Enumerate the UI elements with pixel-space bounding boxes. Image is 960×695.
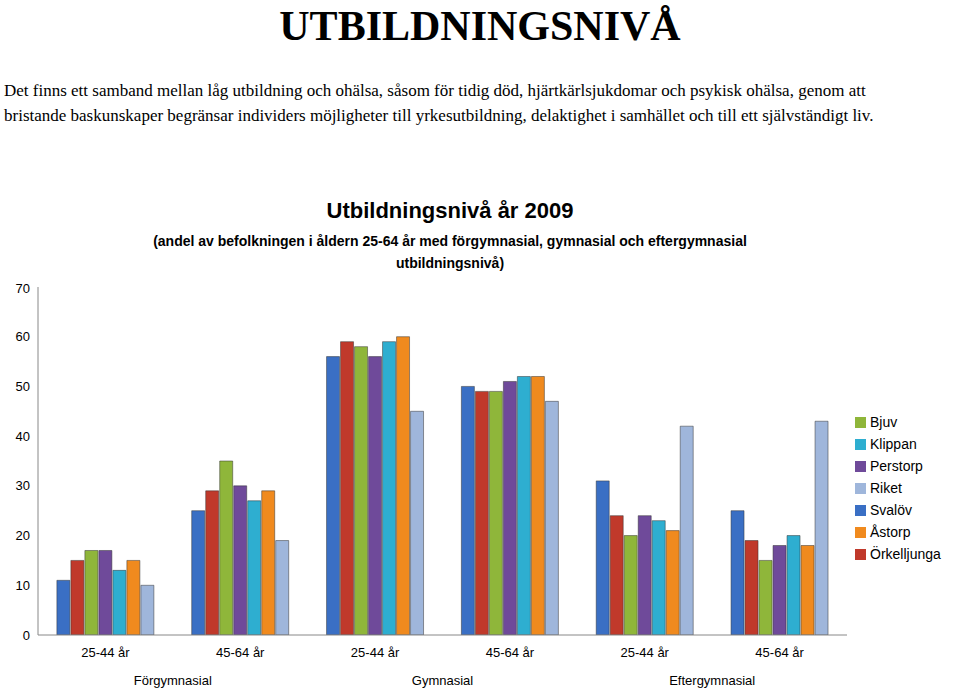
svg-text:20: 20 <box>16 528 30 543</box>
svg-text:30: 30 <box>16 478 30 493</box>
svg-text:25-44 år: 25-44 år <box>81 645 130 660</box>
svg-text:Förgymnasial: Förgymnasial <box>134 673 212 688</box>
svg-text:45-64 år: 45-64 år <box>755 645 804 660</box>
svg-text:50: 50 <box>16 379 30 394</box>
svg-text:10: 10 <box>16 578 30 593</box>
svg-text:Gymnasial: Gymnasial <box>412 673 474 688</box>
html-text:(andel av befolkningen i ålder: (andel av befolkningen i åldern 25-64 år… <box>153 233 747 271</box>
html-text:Klippan: Klippan <box>870 435 917 452</box>
svg-text:25-44 år: 25-44 år <box>621 645 670 660</box>
html-text:Perstorp: Perstorp <box>870 457 923 474</box>
html-text:Det finns ett samband mellan l: Det finns ett samband mellan låg utbildn… <box>4 81 874 125</box>
html-text:Riket: Riket <box>870 479 902 496</box>
html-text:Åstorp: Åstorp <box>870 523 911 540</box>
svg-text:60: 60 <box>16 329 30 344</box>
svg-text:0: 0 <box>23 628 30 643</box>
svg-text:Eftergymnasial: Eftergymnasial <box>669 673 755 688</box>
svg-text:45-64 år: 45-64 år <box>486 645 535 660</box>
svg-text:40: 40 <box>16 429 30 444</box>
html-text:Svalöv: Svalöv <box>870 501 912 518</box>
svg-text:70: 70 <box>16 281 30 296</box>
svg-text:45-64 år: 45-64 år <box>216 645 265 660</box>
html-text:Bjuv: Bjuv <box>870 413 898 430</box>
html-text:UTBILDNINGSNIVÅ: UTBILDNINGSNIVÅ <box>279 3 681 49</box>
html-text:Örkelljunga: Örkelljunga <box>870 545 941 562</box>
html-text:Utbildningsnivå år 2009: Utbildningsnivå år 2009 <box>326 198 574 223</box>
svg-text:25-44 år: 25-44 år <box>351 645 400 660</box>
